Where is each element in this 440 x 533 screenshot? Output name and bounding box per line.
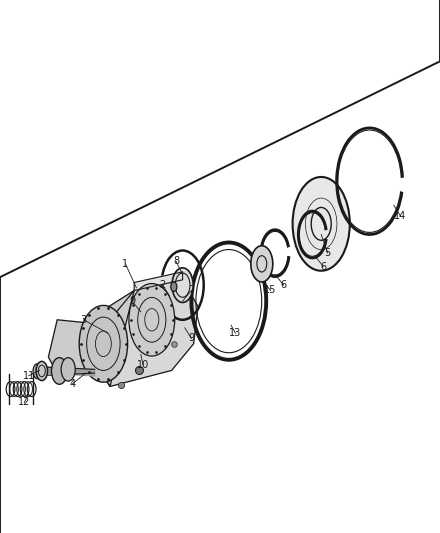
Ellipse shape: [251, 246, 273, 282]
Ellipse shape: [172, 268, 193, 303]
Polygon shape: [37, 367, 95, 376]
Ellipse shape: [36, 361, 48, 381]
Ellipse shape: [33, 364, 42, 378]
Ellipse shape: [171, 282, 177, 292]
Ellipse shape: [51, 358, 67, 384]
Text: 7: 7: [188, 286, 194, 295]
Text: 10: 10: [137, 360, 149, 370]
Text: 12: 12: [18, 398, 30, 407]
Text: 14: 14: [394, 211, 407, 221]
Text: 4: 4: [70, 379, 76, 389]
Text: 3: 3: [81, 315, 87, 325]
Ellipse shape: [79, 305, 128, 382]
Polygon shape: [48, 290, 134, 386]
Text: 5: 5: [325, 248, 331, 258]
Text: 6: 6: [281, 280, 287, 290]
Text: 1: 1: [122, 259, 128, 269]
Text: 15: 15: [264, 286, 277, 295]
Text: 2: 2: [160, 280, 166, 290]
Polygon shape: [95, 280, 198, 386]
Text: 11: 11: [22, 371, 35, 381]
Ellipse shape: [293, 177, 350, 271]
Ellipse shape: [61, 358, 75, 381]
Text: 9: 9: [188, 334, 194, 343]
Text: 8: 8: [173, 256, 179, 266]
Text: 13: 13: [229, 328, 242, 338]
Text: 6: 6: [320, 262, 326, 271]
Text: 9: 9: [129, 296, 135, 306]
Ellipse shape: [129, 284, 175, 356]
Polygon shape: [134, 272, 183, 290]
